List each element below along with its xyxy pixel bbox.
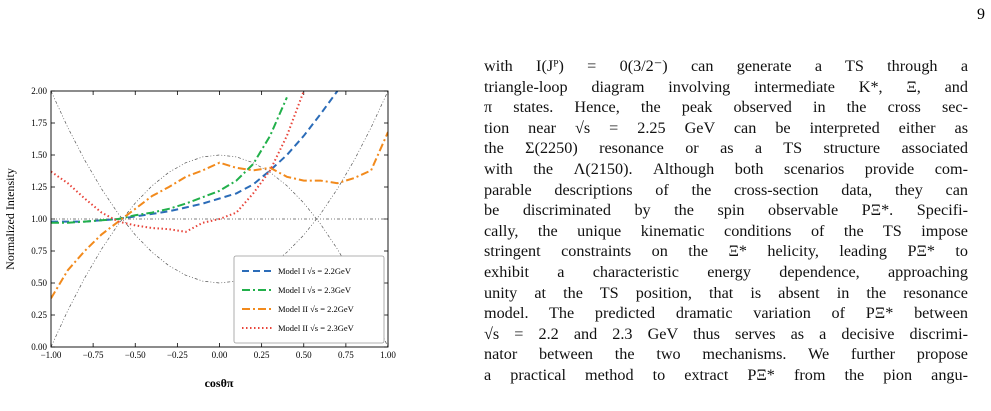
y-tick-label: 2.00 <box>31 86 47 96</box>
x-tick-label: 0.75 <box>338 350 354 360</box>
x-tick-label: 0.00 <box>212 350 228 360</box>
chart: Normalized Intensity cosθπ 0.00 0.25 0.50 0… <box>3 86 396 390</box>
text-line: exhibit a characteristic energy dependen… <box>484 262 968 281</box>
x-tick-label: −1.00 <box>41 350 62 360</box>
legend-label: Model I √s = 2.2GeV <box>278 266 352 276</box>
text-line: nator between the two mechanisms. We fur… <box>484 345 968 364</box>
data-line <box>51 91 339 223</box>
text-line: π states. Hence, the peak observed in th… <box>484 98 968 117</box>
text-line: the Σ(2250) resonance or as a TS structu… <box>484 139 968 158</box>
data-line <box>51 96 288 224</box>
text-line: √s = 2.2 and 2.3 GeV thus serves as a de… <box>484 324 968 343</box>
x-tick-label: 0.50 <box>296 350 312 360</box>
x-tick-label: −0.25 <box>167 350 188 360</box>
text-line: model. The predicted dramatic variation … <box>484 304 968 323</box>
reference-curve <box>51 91 388 284</box>
x-tick-label: 1.00 <box>380 350 396 360</box>
legend-label: Model II √s = 2.2GeV <box>278 304 355 314</box>
data-line <box>51 91 305 233</box>
legend-label: Model I √s = 2.3GeV <box>278 285 352 295</box>
legend-label: Model II √s = 2.3GeV <box>278 323 355 333</box>
y-axis-label: Normalized Intensity <box>3 168 17 270</box>
text-line: cally, the unique kinematic conditions o… <box>484 221 968 240</box>
x-axis-label: cosθπ <box>205 376 234 390</box>
plot-frame <box>50 90 389 348</box>
data-line <box>51 131 388 299</box>
x-tick-label: −0.75 <box>83 350 104 360</box>
text-line: with the Λ(2150). Although both scenario… <box>484 159 968 178</box>
y-tick-label: 1.75 <box>31 118 47 128</box>
x-tick-label: −0.50 <box>125 350 146 360</box>
x-tick-label: 0.25 <box>254 350 270 360</box>
y-tick-label: 0.25 <box>31 310 47 320</box>
text-line: parable descriptions of the cross-sectio… <box>484 180 968 199</box>
y-tick-label: 0.50 <box>31 278 47 288</box>
text-line: unity at the TS position, that is absent… <box>484 283 968 302</box>
text-line: a practical method to extract PΞ* from t… <box>484 365 968 384</box>
text-line: tion near √s = 2.25 GeV can be interpret… <box>484 118 968 137</box>
text-line: be discriminated by the spin observable … <box>484 201 968 220</box>
text-line: triangle-loop diagram involving intermed… <box>484 77 968 96</box>
text-line: stringent constraints on the Ξ* helicity… <box>484 242 968 261</box>
y-tick-label: 1.00 <box>31 214 47 224</box>
paragraph: with I(Jᴾ) = 0(3/2⁻) can generate a TS t… <box>484 56 968 386</box>
y-tick-label: 0.75 <box>31 246 47 256</box>
y-tick-label: 1.50 <box>31 150 47 160</box>
legend-box <box>233 255 385 344</box>
y-tick-label: 0.00 <box>31 342 47 352</box>
text-line: with I(Jᴾ) = 0(3/2⁻) can generate a TS t… <box>484 57 968 75</box>
page-number: 9 <box>977 6 985 23</box>
y-tick-label: 1.25 <box>31 182 47 192</box>
